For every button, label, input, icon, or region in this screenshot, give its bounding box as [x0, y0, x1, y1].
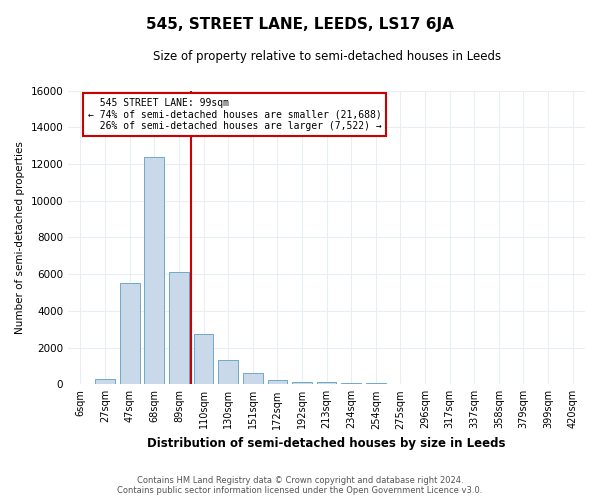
Bar	[95, 379, 115, 384]
Bar	[169, 272, 189, 384]
Text: Contains HM Land Registry data © Crown copyright and database right 2024.
Contai: Contains HM Land Registry data © Crown c…	[118, 476, 482, 495]
Bar	[366, 383, 386, 384]
Bar	[218, 360, 238, 384]
Bar	[341, 383, 361, 384]
Bar	[194, 334, 214, 384]
Title: Size of property relative to semi-detached houses in Leeds: Size of property relative to semi-detach…	[152, 50, 500, 63]
Y-axis label: Number of semi-detached properties: Number of semi-detached properties	[15, 141, 25, 334]
Bar	[120, 284, 140, 384]
Bar	[317, 382, 337, 384]
Text: 545 STREET LANE: 99sqm
← 74% of semi-detached houses are smaller (21,688)
  26% : 545 STREET LANE: 99sqm ← 74% of semi-det…	[88, 98, 382, 131]
Bar	[268, 380, 287, 384]
X-axis label: Distribution of semi-detached houses by size in Leeds: Distribution of semi-detached houses by …	[148, 437, 506, 450]
Bar	[243, 374, 263, 384]
Bar	[292, 382, 312, 384]
Text: 545, STREET LANE, LEEDS, LS17 6JA: 545, STREET LANE, LEEDS, LS17 6JA	[146, 18, 454, 32]
Bar	[145, 156, 164, 384]
